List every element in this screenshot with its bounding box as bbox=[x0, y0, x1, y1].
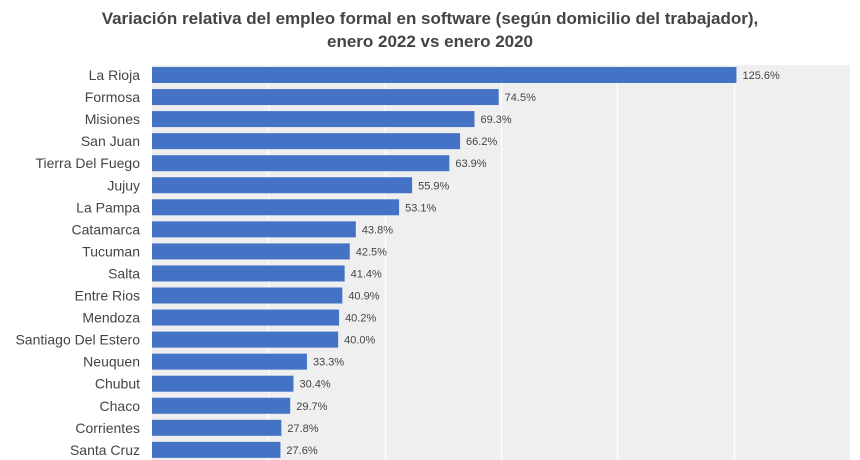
value-label: 74.5% bbox=[505, 92, 536, 104]
category-label: Mendoza bbox=[82, 310, 140, 326]
value-label: 40.9% bbox=[348, 291, 379, 303]
value-label: 53.1% bbox=[405, 202, 436, 214]
bar bbox=[152, 265, 345, 282]
bar bbox=[152, 331, 339, 348]
bar bbox=[152, 353, 307, 370]
bar bbox=[152, 155, 450, 172]
bar bbox=[152, 419, 282, 436]
value-label: 29.7% bbox=[296, 401, 327, 413]
bar bbox=[152, 111, 475, 128]
category-label: Tucuman bbox=[82, 243, 140, 259]
category-label: La Rioja bbox=[89, 67, 141, 83]
category-label: Chaco bbox=[100, 398, 141, 414]
bar bbox=[152, 287, 343, 304]
value-label: 40.0% bbox=[344, 335, 375, 347]
category-label: Neuquen bbox=[83, 354, 140, 370]
category-label: Corrientes bbox=[75, 420, 140, 436]
bar bbox=[152, 89, 499, 106]
category-label: Entre Rios bbox=[75, 288, 140, 304]
bar bbox=[152, 67, 737, 83]
value-label: 41.4% bbox=[351, 268, 382, 280]
category-label: La Pampa bbox=[76, 199, 140, 215]
bar bbox=[152, 199, 400, 216]
category-label: Chubut bbox=[95, 376, 140, 392]
value-label: 30.4% bbox=[299, 379, 330, 391]
value-label: 33.3% bbox=[313, 357, 344, 369]
bar bbox=[152, 397, 291, 414]
category-label: Santa Cruz bbox=[70, 442, 140, 458]
value-label: 66.2% bbox=[466, 136, 497, 148]
bar bbox=[152, 375, 294, 392]
category-label: Misiones bbox=[85, 111, 140, 127]
value-label: 55.9% bbox=[418, 180, 449, 192]
chart-title: Variación relativa del empleo formal en … bbox=[101, 9, 759, 28]
bar bbox=[152, 309, 340, 326]
bar bbox=[152, 243, 350, 260]
value-label: 63.9% bbox=[455, 158, 486, 170]
category-label: Salta bbox=[108, 265, 140, 281]
category-label: Tierra Del Fuego bbox=[35, 155, 140, 171]
bar bbox=[152, 221, 356, 238]
bar bbox=[152, 133, 461, 150]
value-label: 40.2% bbox=[345, 313, 376, 325]
value-label: 69.3% bbox=[480, 114, 511, 126]
value-label: 27.6% bbox=[286, 445, 317, 457]
chart-subtitle: enero 2022 vs enero 2020 bbox=[326, 32, 534, 51]
category-label: Formosa bbox=[85, 89, 140, 105]
category-label: San Juan bbox=[81, 133, 140, 149]
bar bbox=[152, 177, 413, 194]
category-label: Catamarca bbox=[72, 221, 141, 237]
value-label: 42.5% bbox=[356, 246, 387, 258]
category-label: Santiago Del Estero bbox=[15, 332, 140, 348]
value-label: 43.8% bbox=[362, 224, 393, 236]
value-label: 125.6% bbox=[742, 70, 780, 82]
category-label: Jujuy bbox=[107, 177, 140, 193]
bar bbox=[152, 441, 281, 458]
value-label: 27.8% bbox=[287, 423, 318, 435]
